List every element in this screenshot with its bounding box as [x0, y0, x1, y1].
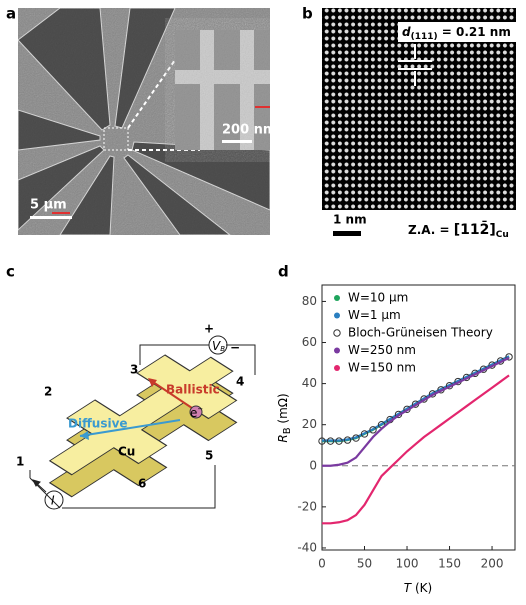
legend-label: Bloch-Grüneisen Theory [348, 326, 493, 340]
svg-text:3: 3 [130, 363, 138, 377]
svg-text:4: 4 [236, 375, 244, 389]
circuit [29, 335, 256, 510]
electron: e− [190, 405, 203, 420]
data-point [326, 437, 335, 445]
data-point [505, 353, 513, 361]
legend-label: W=10 μm [348, 291, 408, 305]
x-tick-label: 0 [318, 557, 326, 571]
data-point [343, 436, 352, 444]
series-line [322, 374, 510, 525]
scale-bar [333, 231, 361, 236]
data-point [318, 437, 326, 445]
panel-label: d [278, 263, 289, 281]
y-tick-label: 80 [302, 294, 317, 308]
ballistic-arrow [149, 379, 196, 411]
label-bg [398, 22, 516, 42]
panel-label: c [6, 263, 15, 281]
y-axis-label: RB (mΩ) [276, 393, 294, 442]
svg-text:2: 2 [44, 385, 52, 399]
scale-label: 1 nm [333, 213, 367, 227]
zone-axis: Z.A. = [112̄]Cu [408, 219, 509, 239]
plot-frame [321, 284, 516, 551]
y-tick-label: 60 [302, 335, 317, 349]
legend-label: W=1 μm [348, 308, 401, 322]
voltage-label: VB [212, 339, 225, 354]
legend-label: W=150 nm [348, 361, 416, 375]
legend-marker [334, 312, 340, 319]
data-point [352, 434, 360, 442]
diffusive-arrow [79, 419, 181, 437]
x-tick-label: 150 [438, 557, 461, 571]
series-line [322, 356, 510, 467]
legend-label: W=250 nm [348, 343, 416, 357]
y-tick-label: -40 [297, 540, 317, 554]
material-label: Cu [118, 445, 135, 459]
spacing-marker [398, 44, 432, 86]
x-tick-label: 200 [481, 557, 504, 571]
data-point [335, 437, 343, 445]
current-label: I [51, 494, 55, 508]
panel-label: b [302, 5, 313, 23]
legend-marker [334, 365, 340, 371]
legend-marker [334, 347, 340, 354]
svg-text:6: 6 [138, 477, 146, 491]
x-tick-label: 100 [396, 557, 419, 571]
diffusive-label: Diffusive [68, 417, 128, 431]
plus: + [204, 322, 214, 336]
svg-text:5: 5 [205, 449, 213, 463]
y-tick-label: 0 [309, 458, 317, 472]
cu-device [24, 340, 259, 514]
sem-image: 200 nm 5 μm [18, 8, 276, 235]
y-tick-label: 20 [302, 417, 317, 431]
ballistic-label: Ballistic [166, 383, 220, 397]
minus: − [230, 341, 240, 355]
panel-label: a [6, 5, 16, 23]
scale-label: 5 μm [30, 198, 67, 213]
svg-text:1: 1 [16, 455, 24, 469]
data-point [360, 430, 369, 438]
data-point [369, 426, 377, 434]
y-tick-label: -20 [297, 499, 317, 513]
terminal-labels: 1 2 3 4 5 6 [16, 363, 244, 491]
d-spacing: d(111) = 0.21 nm [402, 25, 511, 42]
y-tick-label: 40 [302, 376, 317, 390]
inset-scale-label: 200 nm [222, 123, 276, 138]
x-axis-label: T (K) [404, 581, 432, 595]
x-tick-label: 50 [357, 557, 372, 571]
legend-marker [333, 329, 341, 337]
legend-marker [334, 295, 340, 301]
